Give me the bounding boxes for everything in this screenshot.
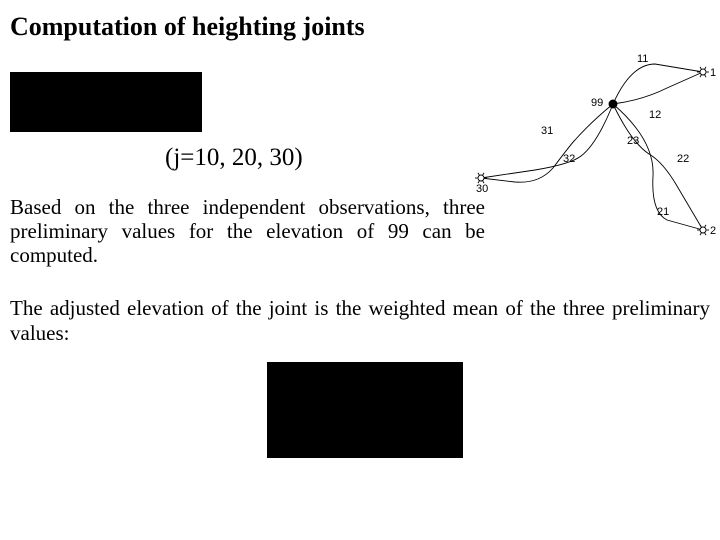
svg-text:23: 23	[627, 135, 639, 147]
equation-j-values: (j=10, 20, 30)	[165, 144, 303, 172]
svg-text:30: 30	[476, 183, 488, 195]
svg-text:12: 12	[649, 109, 661, 121]
network-diagram: 10 20 30 99 11 12 22 23 21 31 32	[471, 52, 716, 240]
svg-text:20: 20	[710, 225, 716, 237]
svg-text:10: 10	[710, 67, 716, 79]
paragraph-1: Based on the three independent observati…	[10, 195, 485, 267]
formula-block-2	[267, 362, 463, 458]
svg-text:99: 99	[591, 97, 603, 109]
svg-text:22: 22	[677, 153, 689, 165]
slide: Computation of heighting joints (j=10, 2…	[0, 0, 720, 540]
svg-text:21: 21	[657, 206, 669, 218]
paragraph-2: The adjusted elevation of the joint is t…	[10, 296, 710, 346]
svg-text:31: 31	[541, 125, 553, 137]
slide-title: Computation of heighting joints	[10, 12, 365, 42]
svg-text:11: 11	[637, 53, 648, 65]
svg-text:32: 32	[563, 153, 575, 165]
formula-block-1	[10, 72, 202, 132]
